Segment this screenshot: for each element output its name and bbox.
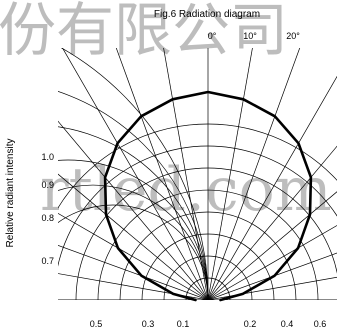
angle-tick-label-0: 0°: [208, 31, 217, 41]
radial-tick-label-1.0: 1.0: [41, 152, 54, 162]
curve-point-90: [219, 299, 222, 301]
curve-point-50: [309, 213, 311, 216]
grid-spoke-30: [207, 75, 337, 300]
grid-spoke-20: [207, 48, 301, 300]
grid-spoke-60: [207, 225, 337, 300]
radial-tick-label-0.9: 0.9: [41, 180, 54, 190]
bottom-tick-label-4: 0.4: [281, 319, 294, 329]
bottom-tick-label-2: 0.1: [177, 319, 190, 329]
y-axis-label: Relative radiant intensity: [5, 139, 16, 248]
watermark-top: 份有限公司: [0, 0, 288, 64]
grid-spoke--60: [58, 212, 209, 300]
polar-grid: [58, 48, 337, 300]
grid-spoke--30: [62, 48, 209, 300]
radial-tick-label-0.8: 0.8: [41, 213, 54, 223]
curve-point-40: [310, 176, 312, 179]
bottom-tick-label-1: 0.3: [142, 319, 155, 329]
curve-point-0: [207, 91, 209, 93]
curve-point--70: [140, 274, 143, 277]
bottom-tick-label-3: 0.2: [244, 319, 257, 329]
radiation-series: [103, 90, 313, 302]
angle-tick-label-10: 10°: [243, 31, 257, 41]
grid-scale-circle-4: [58, 91, 209, 300]
curve-point-80: [241, 293, 244, 295]
curve-point-10: [242, 98, 245, 101]
curve-point--40: [104, 176, 106, 179]
curve-point--30: [116, 142, 119, 145]
curve-point-70: [273, 274, 276, 277]
curve-point-20: [274, 115, 276, 118]
grid-scale-circle-3: [58, 126, 209, 300]
bottom-tick-label-5: 0.6: [314, 319, 327, 329]
curve-point--50: [105, 213, 107, 216]
grid-spoke--10: [163, 48, 209, 300]
grid-scale-circle-2: [58, 159, 209, 300]
grid-spoke--80: [58, 273, 209, 300]
curve-point-60: [297, 247, 299, 249]
curve-point--90: [194, 299, 197, 301]
radial-tick-label-0.7: 0.7: [41, 256, 54, 266]
curve-point--60: [117, 247, 119, 249]
grid-scale-circle-5: [60, 48, 209, 300]
curve-point--80: [172, 293, 175, 295]
curve-point--20: [140, 115, 143, 118]
grid-spoke--20: [115, 48, 209, 300]
grid-spoke--50: [58, 173, 209, 300]
grid-spoke--40: [58, 120, 209, 300]
grid-scale-circle-1: [58, 184, 209, 300]
grid-spoke-50: [207, 191, 337, 300]
grid-spoke-10: [207, 48, 253, 300]
curve-point-30: [297, 142, 300, 145]
chart-title: Fig.6 Radiation diagram: [154, 9, 260, 20]
curve-point--10: [171, 98, 174, 101]
grid-spoke-80: [207, 276, 337, 300]
angle-tick-label-20: 20°: [286, 31, 300, 41]
bottom-tick-label-0: 0.5: [90, 319, 103, 329]
grid-scale-circle-0: [58, 204, 209, 300]
watermark-middle: rtled.com: [40, 155, 332, 225]
